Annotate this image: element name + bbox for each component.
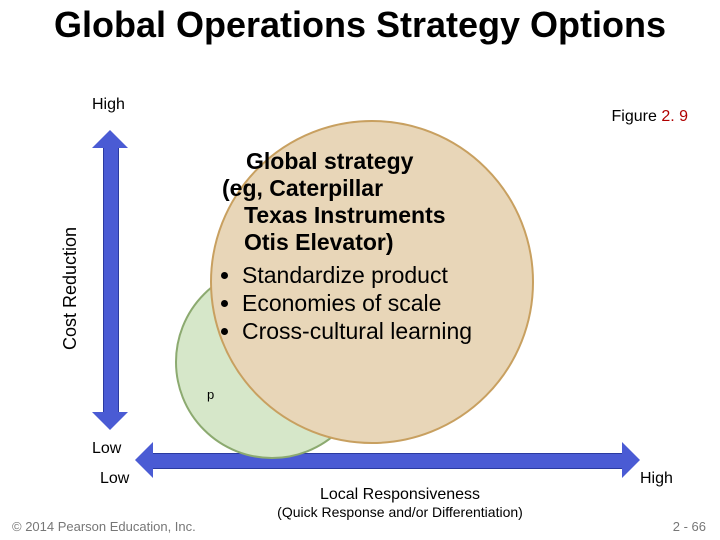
y-axis-low-label: Low [92, 440, 121, 458]
x-axis-label: Local Responsiveness [200, 486, 600, 504]
callout-block: Global strategy (eg, Caterpillar Texas I… [222, 148, 542, 345]
peek-text: p [207, 387, 214, 402]
figure-label: Figure 2. 9 [612, 108, 689, 126]
y-axis-arrow-shaft [103, 148, 119, 412]
y-axis-label: Cost Reduction [60, 227, 81, 350]
callout-heading-line4: Otis Elevator) [222, 229, 542, 256]
page-title: Global Operations Strategy Options [0, 6, 720, 44]
callout-heading: Global strategy (eg, Caterpillar Texas I… [222, 148, 542, 257]
footer-page-number: 2 - 66 [673, 519, 706, 534]
x-axis-low-label: Low [100, 470, 129, 488]
callout-bullet-2: Economies of scale [242, 289, 542, 317]
y-axis-arrow-head-down [92, 412, 128, 430]
figure-label-number: 2. 9 [661, 108, 688, 125]
callout-bullet-1: Standardize product [242, 261, 542, 289]
x-axis-high-label: High [640, 470, 673, 488]
callout-heading-line3: Texas Instruments [222, 202, 542, 229]
x-axis-arrow-head-left [135, 442, 153, 478]
callout-bullets: Standardize product Economies of scale C… [222, 261, 542, 345]
callout-heading-line1: Global strategy [222, 148, 542, 175]
y-axis-high-label: High [92, 96, 125, 114]
y-axis-arrow-head-up [92, 130, 128, 148]
figure-label-word: Figure [612, 108, 657, 125]
callout-bullet-3: Cross-cultural learning [242, 317, 542, 345]
callout-heading-line2: (eg, Caterpillar [222, 175, 542, 202]
footer-copyright: © 2014 Pearson Education, Inc. [12, 519, 196, 534]
x-axis-sublabel: (Quick Response and/or Differentiation) [200, 504, 600, 520]
x-axis-arrow-head-right [622, 442, 640, 478]
x-axis-arrow-shaft [153, 453, 622, 469]
